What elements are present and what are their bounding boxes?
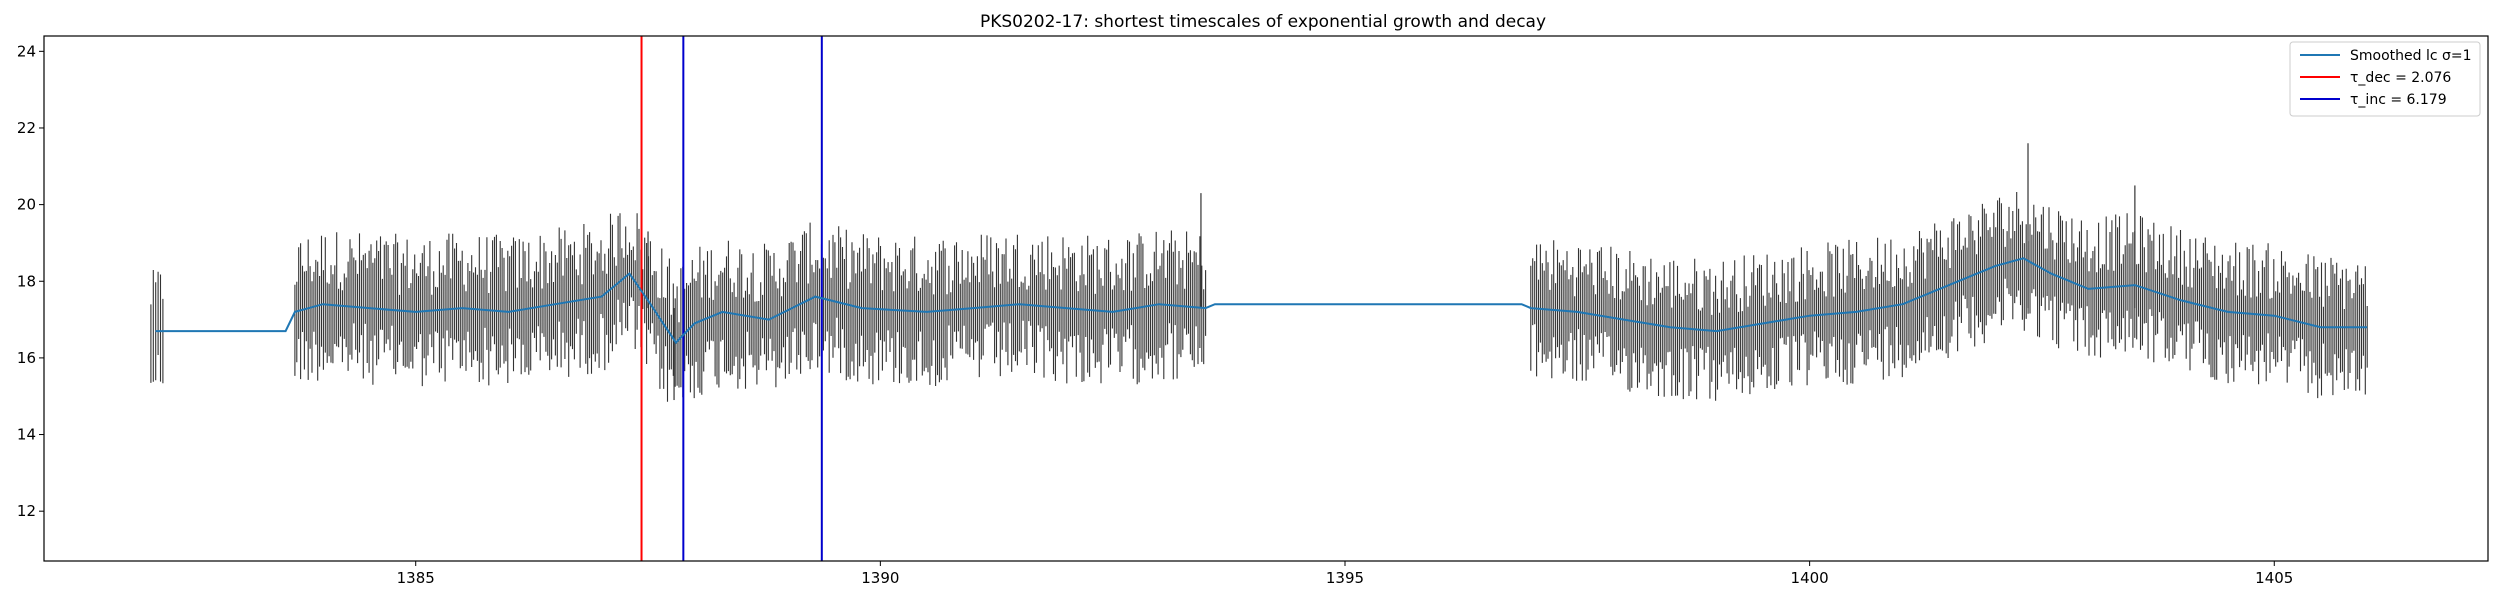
y-tick-label: 16	[17, 349, 36, 367]
light-curve-series	[150, 143, 2368, 402]
y-tick-label: 14	[17, 426, 36, 444]
y-axis: 12 14 16 18 20 22 24	[17, 42, 44, 520]
light-curve-errorbars	[294, 213, 1207, 402]
plot-area	[150, 36, 2368, 561]
legend-label-tau-dec: τ_dec = 2.076	[2350, 70, 2451, 86]
plot-frame	[43, 35, 2489, 562]
light-curve-segment	[1530, 192, 2368, 401]
smoothed-line	[155, 257, 2368, 345]
light-curve-segment	[294, 213, 1207, 402]
y-tick-label: 18	[17, 272, 36, 290]
x-tick-label: 1390	[861, 569, 899, 587]
x-axis: 1385 1390 1395 1400 1405	[397, 561, 2293, 587]
x-tick-label: 1405	[2255, 569, 2293, 587]
y-tick-label: 20	[17, 196, 36, 214]
legend-label-smoothed: Smoothed lc σ=1	[2350, 48, 2472, 64]
y-tick-label: 22	[17, 119, 36, 137]
legend-label-tau-inc: τ_inc = 6.179	[2350, 92, 2447, 108]
x-tick-label: 1385	[397, 569, 435, 587]
smoothed-series	[155, 257, 2368, 345]
y-tick-label: 12	[17, 502, 36, 520]
chart-title: PKS0202-17: shortest timescales of expon…	[980, 12, 1546, 32]
legend: Smoothed lc σ=1 τ_dec = 2.076 τ_inc = 6.…	[2289, 41, 2481, 117]
legend-box	[2289, 41, 2481, 117]
y-tick-label: 24	[17, 42, 36, 60]
light-curve-segment	[150, 270, 164, 384]
x-tick-label: 1400	[1791, 569, 1829, 587]
light-curve-errorbars	[150, 270, 164, 384]
light-curve-errorbars	[1530, 192, 2368, 401]
x-tick-label: 1395	[1326, 569, 1364, 587]
